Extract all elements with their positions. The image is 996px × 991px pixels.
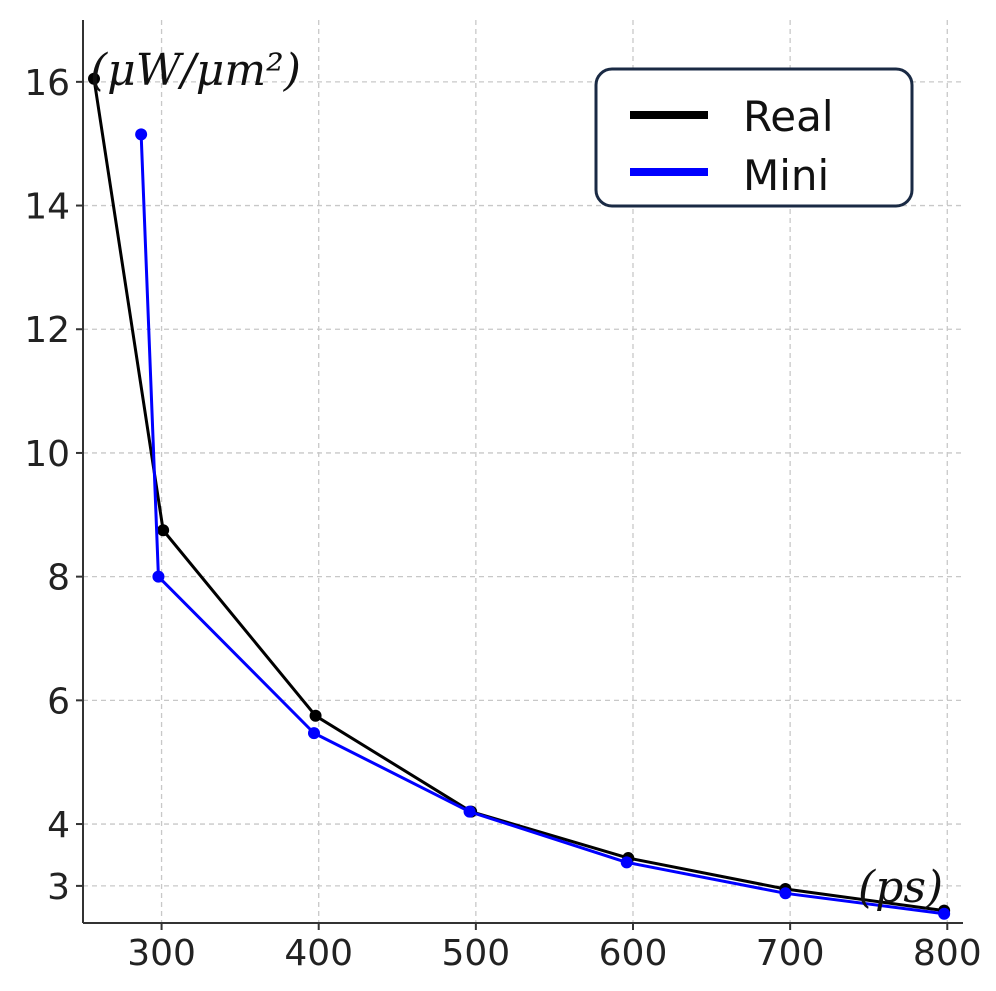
y-tick-label: 4 [47,805,70,846]
data-point-mini [135,128,148,141]
legend-label-real: Real [743,92,834,141]
x-axis-unit-label: (ps) [858,862,943,913]
series-mini [135,128,951,920]
x-tick-labels: 300 400 500 600 700 800 [127,933,981,974]
axes [76,20,963,930]
x-tick-label: 400 [284,933,353,974]
legend-label-mini: Mini [743,151,829,200]
y-axis-unit-label: (μW/μm²) [90,45,301,96]
data-point-mini [620,856,633,869]
x-tick-label: 600 [599,933,668,974]
legend: Real Mini [594,67,914,208]
series-group [88,72,951,920]
y-tick-label: 14 [24,187,70,228]
data-point-mini [308,727,320,740]
data-point-real [88,72,100,85]
x-tick-label: 700 [756,933,825,974]
y-tick-label: 16 [24,63,70,104]
data-point-mini [152,570,165,583]
y-tick-label: 3 [47,867,70,908]
y-tick-label: 12 [24,310,70,351]
y-tick-labels: 3 4 6 8 10 12 14 16 [24,63,70,908]
y-tick-label: 6 [47,681,70,722]
data-point-mini [938,907,951,920]
grid-lines [83,20,963,923]
x-tick-label: 800 [913,933,982,974]
x-tick-label: 500 [441,933,510,974]
data-point-mini [779,887,792,900]
data-point-real [157,524,170,537]
data-point-mini [463,805,476,818]
series-line-mini [139,134,945,916]
x-tick-label: 300 [127,933,196,974]
y-tick-label: 10 [24,434,70,475]
y-tick-label: 8 [47,558,70,599]
data-point-real [309,709,322,722]
